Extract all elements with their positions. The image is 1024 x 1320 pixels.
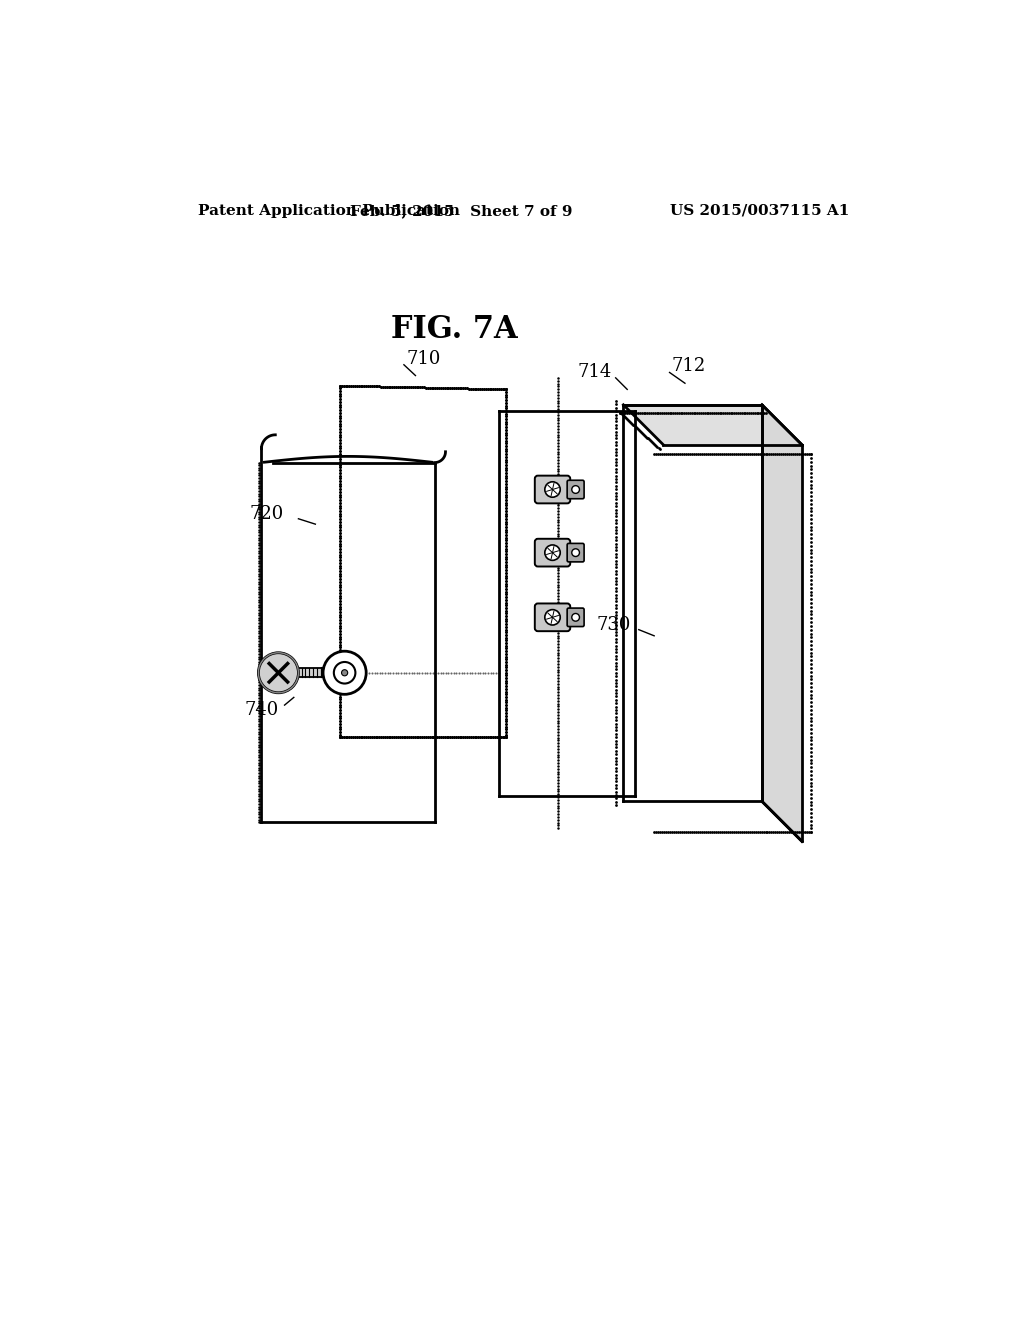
Circle shape — [571, 486, 580, 494]
Text: Feb. 5, 2015   Sheet 7 of 9: Feb. 5, 2015 Sheet 7 of 9 — [350, 203, 572, 218]
Text: FIG. 7A: FIG. 7A — [390, 314, 517, 345]
Circle shape — [545, 610, 560, 626]
Polygon shape — [298, 668, 322, 677]
Circle shape — [545, 545, 560, 561]
Circle shape — [571, 614, 580, 622]
Polygon shape — [624, 405, 802, 445]
Text: Patent Application Publication: Patent Application Publication — [199, 203, 461, 218]
Circle shape — [334, 663, 355, 684]
Circle shape — [323, 651, 367, 694]
Text: 710: 710 — [407, 350, 440, 367]
Polygon shape — [499, 411, 635, 796]
FancyBboxPatch shape — [535, 603, 570, 631]
Text: 730: 730 — [596, 616, 631, 634]
Polygon shape — [762, 405, 802, 841]
FancyBboxPatch shape — [567, 609, 584, 627]
FancyBboxPatch shape — [535, 475, 570, 503]
FancyBboxPatch shape — [567, 480, 584, 499]
Circle shape — [571, 549, 580, 557]
Polygon shape — [261, 462, 435, 822]
Circle shape — [545, 482, 560, 498]
FancyBboxPatch shape — [535, 539, 570, 566]
Text: 720: 720 — [250, 506, 285, 523]
FancyBboxPatch shape — [567, 544, 584, 562]
Circle shape — [258, 653, 298, 693]
Text: US 2015/0037115 A1: US 2015/0037115 A1 — [670, 203, 849, 218]
Text: 714: 714 — [578, 363, 611, 381]
Text: 712: 712 — [672, 358, 707, 375]
Text: 740: 740 — [245, 701, 279, 719]
Polygon shape — [624, 405, 762, 801]
Circle shape — [342, 669, 348, 676]
